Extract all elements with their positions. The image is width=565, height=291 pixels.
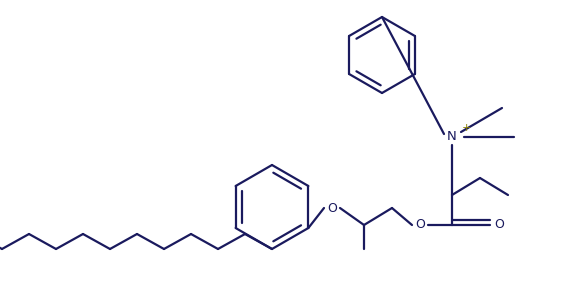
- Text: N: N: [447, 129, 457, 143]
- Text: O: O: [494, 219, 504, 232]
- Text: O: O: [327, 201, 337, 214]
- Text: O: O: [415, 219, 425, 232]
- Text: +: +: [461, 123, 471, 133]
